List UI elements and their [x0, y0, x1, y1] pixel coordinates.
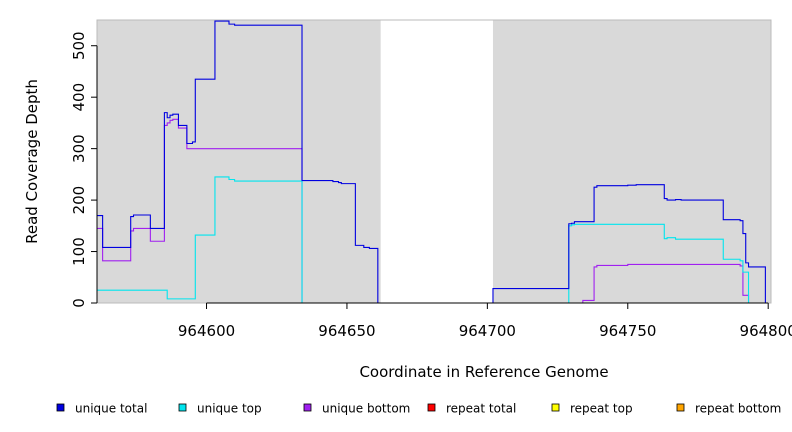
x-axis: 964600 964650 964700 964750 964800: [178, 302, 792, 340]
series-line-unique-bottom: [97, 118, 771, 304]
y-tick-label: 200: [70, 186, 88, 215]
y-axis-title: Read Coverage Depth: [23, 79, 41, 244]
legend-label-unique-bottom: unique bottom: [322, 402, 410, 416]
x-tick-label: 964650: [318, 322, 375, 340]
legend-label-unique-top: unique top: [197, 402, 262, 416]
legend: unique total unique top unique bottom repea…: [56, 402, 781, 416]
y-tick-label: 100: [70, 237, 88, 266]
series-line-unique-top: [97, 176, 771, 304]
legend-label-repeat-bottom: repeat bottom: [695, 402, 781, 416]
shaded-region-1: [97, 20, 381, 303]
legend-swatch-unique-total: [56, 403, 65, 412]
y-tick-label: 0: [70, 298, 88, 308]
legend-swatch-repeat-total: [427, 403, 436, 412]
y-tick-label: 500: [70, 31, 88, 60]
shaded-region-2: [492, 20, 771, 303]
x-axis-title: Coordinate in Reference Genome: [359, 363, 608, 381]
legend-swatch-repeat-bottom: [676, 403, 685, 412]
y-tick-label: 400: [70, 83, 88, 112]
legend-label-repeat-top: repeat top: [570, 402, 633, 416]
legend-label-unique-total: unique total: [75, 402, 147, 416]
series-line-unique-total: [97, 20, 771, 304]
x-tick-label: 964700: [459, 322, 516, 340]
legend-swatch-unique-bottom: [303, 403, 312, 412]
y-axis: 0 100 200 300 400 500: [70, 31, 98, 308]
x-tick-label: 964600: [178, 322, 235, 340]
legend-swatch-unique-top: [178, 403, 187, 412]
y-tick-label: 300: [70, 134, 88, 163]
legend-swatch-repeat-top: [551, 403, 560, 412]
plot-background: [97, 20, 771, 303]
x-tick-label: 964750: [599, 322, 656, 340]
x-tick-label: 964800: [740, 322, 792, 340]
legend-label-repeat-total: repeat total: [446, 402, 516, 416]
